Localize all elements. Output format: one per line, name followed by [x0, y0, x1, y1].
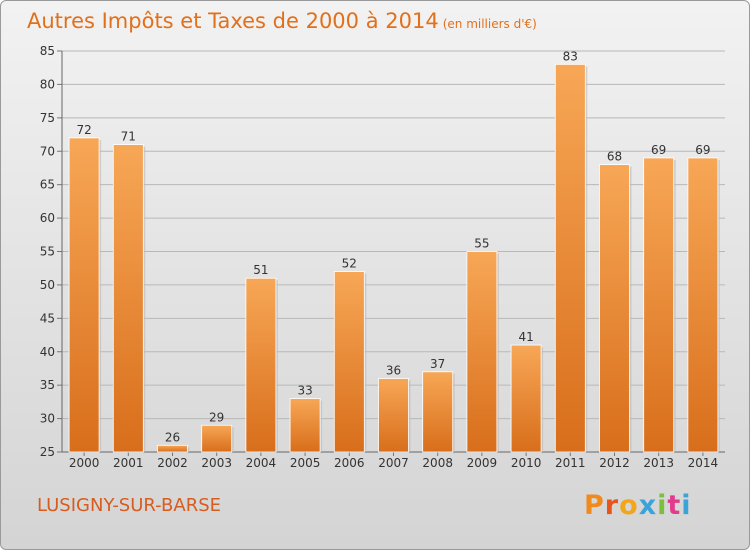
y-tick-label: 65 — [40, 178, 55, 192]
labels: 25 30 35 40 45 50 55 60 65 70 75 80 85 72 2000 71 2001 26… — [40, 44, 718, 470]
logo-letter: i — [681, 490, 692, 521]
data-label: 52 — [342, 257, 357, 271]
data-label: 83 — [563, 49, 578, 63]
logo-letter: o — [619, 490, 639, 521]
data-label: 72 — [76, 123, 91, 137]
data-label: 29 — [209, 410, 224, 424]
bar-2014 — [687, 157, 719, 453]
logo-letter: t — [667, 490, 682, 521]
data-label: 37 — [430, 357, 445, 371]
x-tick-label: 2003 — [201, 456, 232, 470]
bar-2010 — [510, 344, 542, 453]
data-label: 69 — [651, 143, 666, 157]
x-tick-label: 2005 — [290, 456, 321, 470]
proxiti-logo: Proxiti — [584, 490, 692, 521]
data-label: 51 — [253, 263, 268, 277]
bar-2004 — [245, 277, 277, 453]
y-tick-label: 35 — [40, 378, 55, 392]
x-tick-label: 2013 — [643, 456, 674, 470]
y-tick-label: 70 — [40, 144, 55, 158]
bar-2006 — [333, 271, 365, 453]
y-tick-label: 50 — [40, 278, 55, 292]
y-tick-label: 30 — [40, 412, 55, 426]
data-label: 33 — [297, 384, 312, 398]
chart-title: Autres Impôts et Taxes de 2000 à 2014 (en… — [27, 9, 537, 33]
bar-2012 — [599, 164, 630, 453]
y-tick-label: 45 — [40, 311, 55, 325]
chart-subtitle: (en milliers d'€) — [442, 17, 537, 31]
x-tick-label: 2002 — [157, 456, 188, 470]
x-tick-label: 2010 — [511, 456, 542, 470]
data-label: 36 — [386, 363, 401, 377]
data-label: 41 — [518, 330, 533, 344]
x-tick-label: 2000 — [69, 456, 100, 470]
logo-letter: x — [638, 490, 658, 521]
x-tick-label: 2012 — [599, 456, 630, 470]
logo-letter: r — [604, 490, 620, 521]
bar-2000 — [68, 137, 100, 453]
x-tick-label: 2004 — [246, 456, 277, 470]
x-tick-label: 2011 — [555, 456, 586, 470]
bar-2008 — [422, 371, 454, 453]
bar-2007 — [378, 378, 409, 453]
bar-2003 — [201, 424, 233, 453]
bar-2001 — [112, 144, 144, 453]
bars — [68, 63, 720, 453]
data-label: 68 — [607, 150, 622, 164]
x-tick-label: 2008 — [422, 456, 453, 470]
y-tick-label: 40 — [40, 345, 55, 359]
x-tick-label: 2009 — [467, 456, 498, 470]
x-tick-label: 2014 — [688, 456, 719, 470]
bar-2013 — [643, 157, 675, 453]
y-tick-label: 75 — [40, 111, 55, 125]
bar-2002 — [157, 444, 188, 453]
bar-2009 — [466, 251, 498, 453]
data-label: 71 — [121, 130, 136, 144]
y-tick-label: 55 — [40, 245, 55, 259]
x-tick-label: 2001 — [113, 456, 144, 470]
chart-title-text: Autres Impôts et Taxes de 2000 à 2014 — [27, 9, 439, 33]
logo-letter: i — [657, 490, 668, 521]
bar-2011 — [554, 63, 586, 453]
y-tick-label: 85 — [40, 44, 55, 58]
logo-letter: P — [584, 490, 605, 521]
x-tick-label: 2006 — [334, 456, 365, 470]
bar-2005 — [289, 398, 321, 453]
data-label: 55 — [474, 237, 489, 251]
y-tick-label: 60 — [40, 211, 55, 225]
commune-name: LUSIGNY-SUR-BARSE — [37, 495, 222, 516]
data-label: 26 — [165, 430, 180, 444]
y-tick-label: 25 — [40, 445, 55, 459]
x-tick-label: 2007 — [378, 456, 409, 470]
y-tick-label: 80 — [40, 77, 55, 91]
data-label: 69 — [695, 143, 710, 157]
